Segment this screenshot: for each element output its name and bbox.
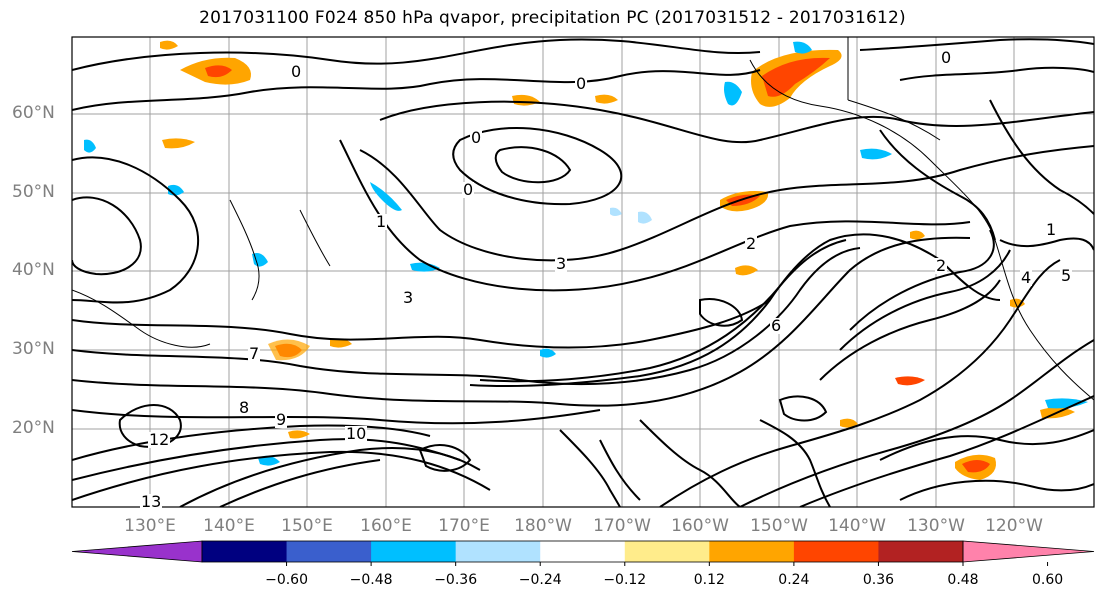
contour-label: 2: [935, 256, 948, 275]
colorbar: [71, 540, 1095, 563]
latitude-label: 20°N: [12, 418, 55, 438]
colorbar-tick-label: −0.36: [434, 572, 478, 588]
colorbar-bin: [286, 541, 372, 562]
contour-label: 6: [770, 316, 783, 335]
colorbar-tick-label: 0.24: [778, 572, 810, 588]
contour-label: 0: [462, 180, 475, 199]
colorbar-ticks: [286, 562, 1049, 566]
colorbar-tick-label: 0.12: [693, 572, 725, 588]
coastlines: [72, 37, 1094, 401]
contour-label: 4: [1020, 268, 1033, 287]
contour-label: 1: [375, 212, 388, 231]
colorbar-bin: [455, 541, 541, 562]
longitude-label: 150°E: [281, 516, 333, 536]
contour-label: 3: [555, 254, 568, 273]
contour-label: 7: [248, 344, 261, 363]
colorbar-bin: [371, 541, 457, 562]
colorbar-bin: [793, 541, 879, 562]
longitude-label: 150°W: [750, 516, 808, 536]
longitude-label: 140°E: [203, 516, 255, 536]
colorbar-tick-label: 0.48: [947, 572, 979, 588]
longitude-label: 160°W: [671, 516, 729, 536]
colorbar-extend-high: [962, 540, 1095, 563]
colorbar-tick-label: −0.24: [518, 572, 562, 588]
colorbar-extend-low: [71, 540, 203, 563]
colorbar-bin: [624, 541, 710, 562]
latitude-label: 40°N: [12, 260, 55, 280]
latitude-label: 30°N: [12, 339, 55, 359]
contour-label: 0: [470, 128, 483, 147]
colorbar-tick-label: 0.36: [862, 572, 895, 588]
longitude-label: 170°E: [438, 516, 490, 536]
colorbar-tick-label: −0.60: [265, 572, 308, 588]
contour-label: 5: [1060, 266, 1073, 285]
longitude-label: 120°W: [985, 516, 1043, 536]
contour-label: 12: [148, 430, 171, 449]
colorbar-tick-label: −0.12: [603, 572, 647, 588]
latitude-label: 60°N: [12, 103, 55, 123]
contour-label: 0: [575, 74, 588, 93]
latitude-label: 50°N: [12, 182, 55, 202]
colorbar-bin: [709, 541, 795, 562]
humidity-contours: [72, 38, 1094, 507]
contour-label: 10: [345, 424, 368, 443]
contour-label: 13: [140, 492, 163, 511]
longitude-label: 130°E: [124, 516, 176, 536]
colorbar-bin: [878, 541, 964, 562]
longitude-label: 140°W: [828, 516, 886, 536]
contour-label: 9: [275, 410, 288, 429]
longitude-label: 180°W: [514, 516, 572, 536]
colorbar-bin: [540, 541, 626, 562]
contour-label: 0: [290, 62, 303, 81]
longitude-label: 130°W: [907, 516, 965, 536]
colorbar-outline: [201, 540, 964, 563]
map-frame: [71, 36, 1095, 508]
longitude-label: 160°E: [360, 516, 412, 536]
colorbar-tick-label: −0.48: [349, 572, 393, 588]
colorbar-bin: [202, 541, 288, 562]
contour-label: 1: [1045, 220, 1058, 239]
contour-label: 3: [402, 288, 415, 307]
map-title: 2017031100 F024 850 hPa qvapor, precipit…: [199, 8, 906, 28]
contour-label: 0: [940, 48, 953, 67]
colorbar-tick-label: 0.60: [1031, 572, 1064, 588]
longitude-label: 170°W: [593, 516, 651, 536]
contour-label: 8: [238, 398, 251, 417]
contour-label: 2: [745, 234, 758, 253]
